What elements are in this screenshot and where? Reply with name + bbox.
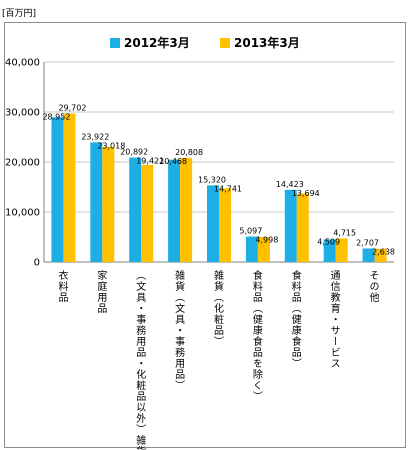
x-tick-label: （文具・事務用品・化粧品以外）雑貨 xyxy=(134,270,146,450)
data-label: 20,808 xyxy=(175,148,203,157)
data-label: 20,468 xyxy=(159,157,187,166)
data-label: 2,707 xyxy=(356,238,379,247)
data-label: 29,702 xyxy=(58,103,86,112)
bar xyxy=(296,193,309,262)
bar xyxy=(102,146,115,262)
chart-frame xyxy=(4,22,406,448)
data-label: 20,892 xyxy=(120,148,148,157)
y-tick-label: 10,000 xyxy=(5,208,40,219)
y-tick-label: 0 xyxy=(34,258,40,269)
y-tick-label: 30,000 xyxy=(5,108,40,119)
bar xyxy=(323,239,336,262)
x-tick-label: 家庭用品 xyxy=(95,269,107,314)
data-label: 13,694 xyxy=(292,189,320,198)
data-label: 14,741 xyxy=(214,184,242,193)
legend-swatch xyxy=(220,38,230,48)
bar xyxy=(207,185,219,262)
x-tick-label: 通信教育・サービス xyxy=(328,270,340,369)
x-tick-label: 雑貨（文具・事務用品） xyxy=(173,269,185,391)
y-tick-label: 20,000 xyxy=(5,158,40,169)
legend-label: 2012年3月 xyxy=(124,35,190,50)
legend-swatch xyxy=(110,38,120,48)
bar xyxy=(335,238,348,262)
bar xyxy=(51,117,64,263)
bar xyxy=(141,164,154,262)
data-label: 4,509 xyxy=(317,237,340,246)
bar xyxy=(168,159,181,262)
data-label: 14,423 xyxy=(276,180,304,189)
data-label: 28,952 xyxy=(42,112,70,121)
data-label: 23,018 xyxy=(97,141,125,150)
legend-label: 2013年3月 xyxy=(234,35,300,50)
bar xyxy=(374,248,387,262)
data-label: 2,638 xyxy=(372,247,395,256)
data-label: 5,097 xyxy=(239,227,262,236)
bar xyxy=(63,113,76,263)
x-tick-label: 食料品（健康食品を除く） xyxy=(250,269,262,402)
bar xyxy=(180,157,193,262)
bar xyxy=(284,189,297,262)
bar xyxy=(362,248,375,262)
bar xyxy=(129,157,142,262)
data-label: 23,922 xyxy=(81,132,109,141)
bar xyxy=(90,142,103,262)
x-tick-label: 衣料品 xyxy=(56,269,68,303)
data-label: 19,421 xyxy=(136,157,164,166)
bar xyxy=(245,236,258,262)
bar xyxy=(257,237,270,262)
x-tick-label: その他 xyxy=(367,270,379,303)
unit-label: [百万円] xyxy=(2,9,37,19)
y-tick-label: 40,000 xyxy=(5,58,40,69)
bar xyxy=(219,188,231,262)
data-label: 15,320 xyxy=(198,175,226,184)
x-tick-label: 雑貨（化粧品） xyxy=(212,269,224,347)
data-label: 4,998 xyxy=(255,236,278,245)
data-label: 4,715 xyxy=(333,228,356,237)
x-tick-label: 食料品（健康食品） xyxy=(289,269,301,369)
